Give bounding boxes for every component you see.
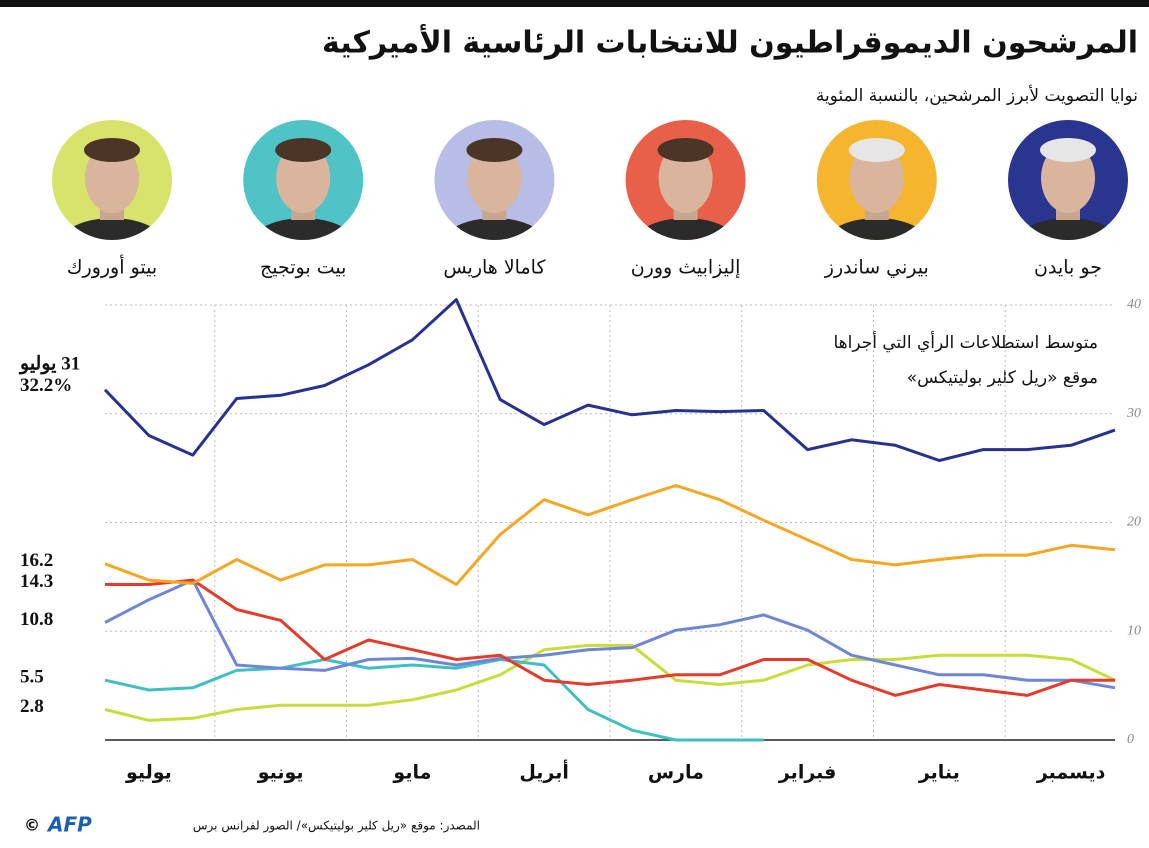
x-tick-label: يوليو: [125, 762, 172, 784]
end-date: 31 يوليو: [18, 353, 80, 374]
hair: [849, 138, 905, 162]
candidate-name: إليزابيث وورن: [631, 257, 741, 280]
candidate-name: بيرني ساندرز: [824, 257, 929, 279]
candidate: بيت بوتجيج: [243, 120, 363, 279]
top-bar: [0, 0, 1149, 7]
candidate: بيتو أورورك: [52, 120, 172, 279]
x-tick-label: فبراير: [778, 762, 836, 784]
x-tick-label: مارس: [648, 762, 704, 784]
y-tick-label: 0: [1127, 732, 1134, 747]
series-line: [105, 580, 1115, 695]
end-label: 16.2: [20, 550, 53, 571]
candidate: كامالا هاريس: [434, 120, 554, 279]
candidate: بيرني ساندرز: [817, 120, 937, 279]
candidate: جو بايدن: [1008, 120, 1128, 279]
end-label: 32.2%: [20, 375, 72, 396]
x-tick-label: يونيو: [257, 762, 304, 784]
x-tick-label: يناير: [918, 762, 960, 784]
hair: [466, 138, 522, 162]
candidate-name: بيت بوتجيج: [260, 257, 346, 279]
source: المصدر: موقع «ريل كلير بوليتيكس»/ الصور …: [193, 819, 480, 834]
logo: AFP: [46, 813, 92, 837]
candidate: إليزابيث وورن: [626, 120, 746, 280]
end-label: 2.8: [20, 696, 44, 717]
hair: [275, 138, 331, 162]
subtitle: نوايا التصويت لأبرز المرشحين، بالنسبة ال…: [816, 85, 1138, 106]
infographic: المرشحون الديموقراطيون للانتخابات الرئاس…: [0, 0, 1149, 848]
end-label: 10.8: [20, 609, 53, 630]
y-tick-label: 10: [1127, 623, 1141, 638]
y-tick-label: 30: [1126, 406, 1141, 421]
hair: [1040, 138, 1096, 162]
end-label: 5.5: [20, 667, 44, 688]
hair: [658, 138, 714, 162]
title: المرشحون الديموقراطيون للانتخابات الرئاس…: [322, 24, 1138, 61]
candidate-name: جو بايدن: [1034, 257, 1102, 279]
candidate-name: كامالا هاريس: [443, 257, 546, 279]
x-tick-label: ديسمبر: [1036, 762, 1106, 784]
candidate-name: بيتو أورورك: [67, 255, 157, 279]
hair: [84, 138, 140, 162]
x-tick-label: أبريل: [519, 760, 569, 784]
copyright: ©: [24, 816, 40, 835]
y-tick-label: 20: [1127, 515, 1141, 530]
y-tick-label: 40: [1127, 297, 1141, 312]
x-tick-label: مايو: [392, 762, 431, 784]
end-label: 14.3: [20, 571, 53, 592]
note: موقع «ريل كلير بوليتيكس»: [907, 368, 1098, 388]
